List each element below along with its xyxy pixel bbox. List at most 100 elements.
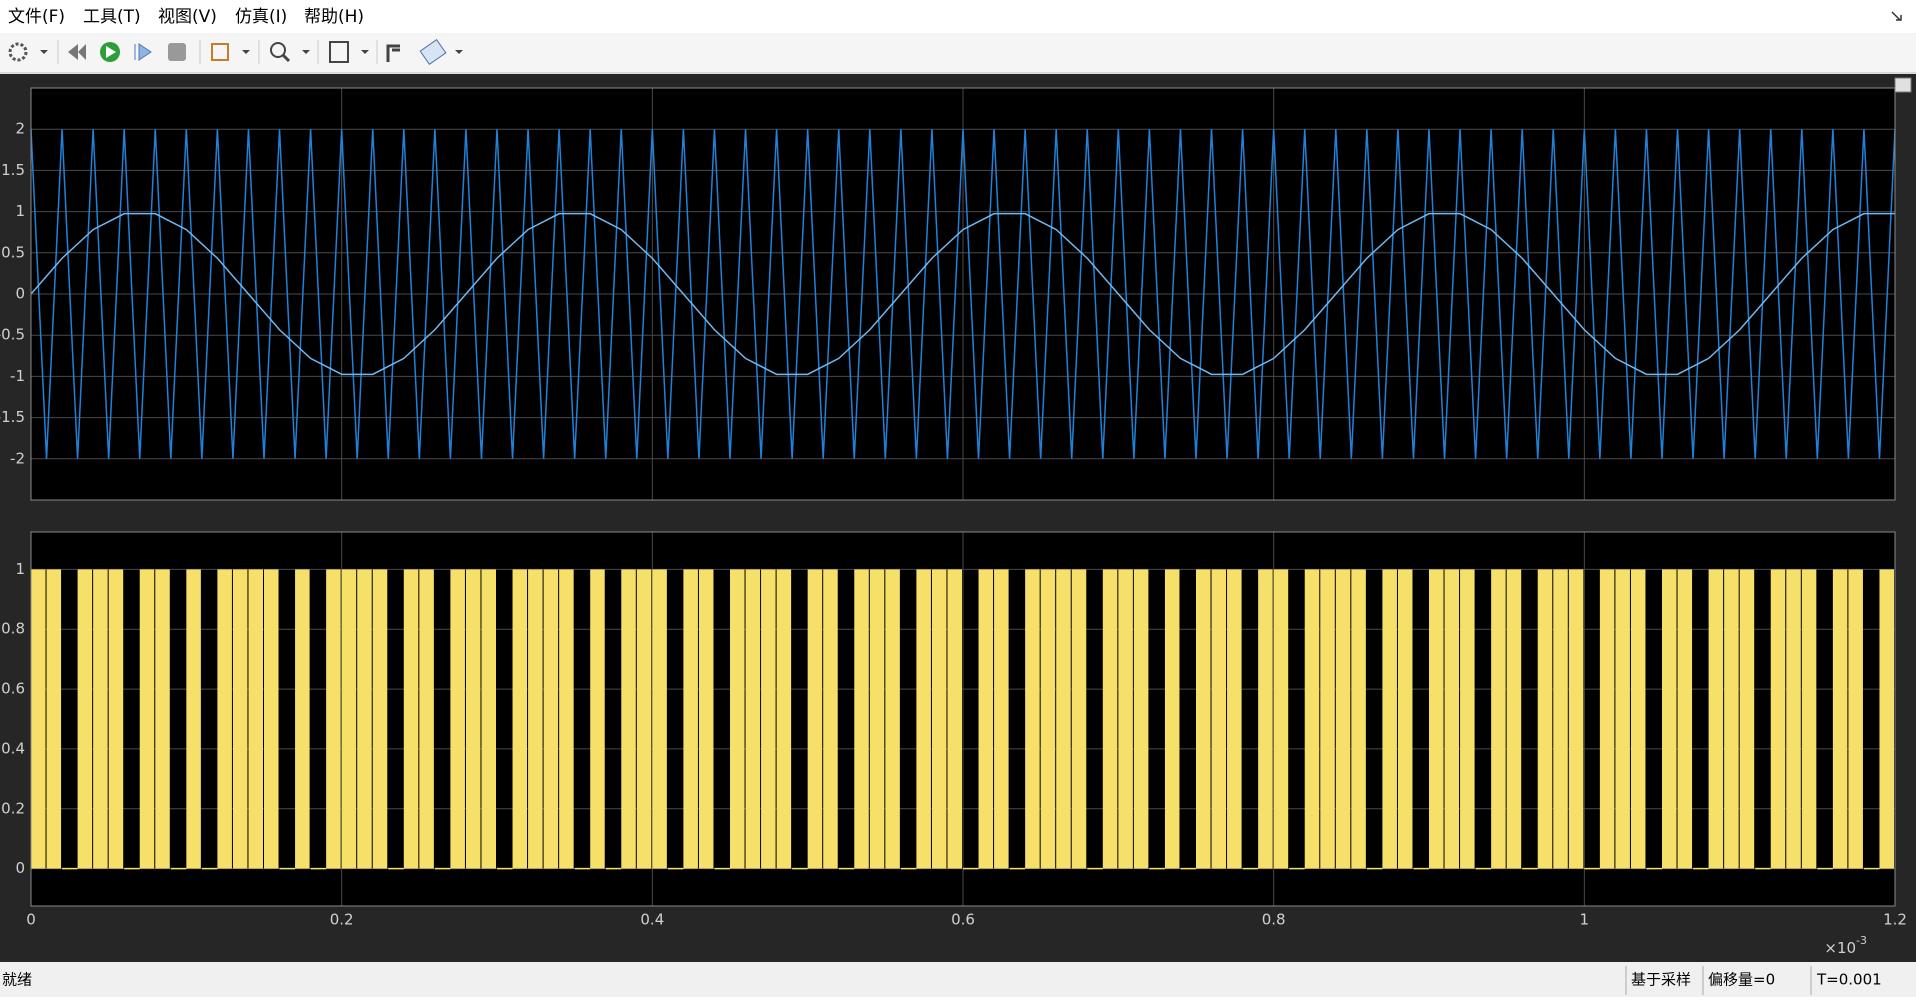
x-tick-label: 0.6 [951,911,975,929]
pulse [1133,569,1149,869]
pulse [139,569,155,869]
y-tick-label: -0.5 [0,326,25,344]
toolbar [0,33,1916,73]
pulse [1429,569,1444,869]
pulse [232,569,248,869]
pulse [217,569,232,869]
status-field: 偏移量=0 [1708,971,1775,989]
signal-line [30,212,1895,376]
x-exponent-base: ×10 [1824,939,1856,957]
pulse [1444,569,1460,869]
zoom-button[interactable] [270,42,286,58]
pulse [1382,569,1397,869]
pulse [341,569,357,869]
pulse [1397,569,1413,869]
pulse [1677,569,1693,869]
stop-button[interactable] [168,43,186,61]
run-icon [106,46,116,58]
pulse [1211,569,1227,869]
pulse [761,569,776,869]
pulse [1025,569,1040,869]
pulse [295,569,310,869]
pulse [1553,569,1568,869]
settings-button[interactable] [8,42,28,62]
dropdown[interactable] [302,50,310,54]
x-tick-label: 0.4 [640,911,664,929]
x-exponent: ×10-3 [1824,934,1867,957]
zoom-handle [281,53,291,63]
pulse [1164,569,1180,869]
pulse [450,569,465,869]
pulse [419,569,434,869]
toolbar-icons [8,39,463,65]
axes-border [30,531,1896,907]
y-tick-label: 2 [15,120,25,138]
highlight-button[interactable] [211,43,229,61]
pulse [854,569,869,869]
undock-axes-button[interactable] [1894,77,1912,93]
dropdown[interactable] [361,50,369,54]
trigger-button[interactable] [386,44,400,62]
y-tick-label: 0 [15,859,25,877]
step-back-button[interactable] [68,44,86,60]
pulse [745,569,761,869]
pulse [481,569,496,869]
y-tick-label: -1 [10,367,25,385]
pulse [931,569,947,869]
pulse [1786,569,1801,869]
pulse [264,569,279,869]
dropdown[interactable] [242,50,250,54]
pulse [1056,569,1071,869]
y-tick-label: -1.5 [0,408,25,426]
signal-line [30,129,1896,459]
menu-item[interactable]: 文件(F) [8,7,65,27]
x-tick-label: 0.2 [330,911,354,929]
status-field: 基于采样 [1631,971,1691,989]
x-tick-label: 0.8 [1262,911,1286,929]
pulse [1599,569,1615,869]
undock-icon[interactable] [1891,11,1902,21]
axes-border [30,87,1896,501]
pulse [1568,569,1584,869]
x-tick-label: 1.2 [1883,911,1907,929]
pulse [1040,569,1056,869]
pulse [776,569,792,869]
pulse [93,569,108,869]
y-tick-label: 0 [15,285,25,303]
pulse [543,569,559,869]
pulse [1335,569,1351,869]
pulse [372,569,388,869]
pulse [1615,569,1630,869]
status-bar [0,962,1916,997]
autoscale-button[interactable] [329,41,349,63]
menu-item[interactable]: 帮助(H) [304,7,364,27]
pulse [1320,569,1335,869]
status-text: 就绪 [2,971,32,989]
y-tick-label: 1 [15,560,25,578]
menu-item[interactable]: 仿真(I) [235,7,287,27]
pulse [1258,569,1273,869]
dropdown[interactable] [455,50,463,54]
pulse [885,569,900,869]
pulse [1304,569,1320,869]
menu-item[interactable]: 视图(V) [158,7,217,27]
measure-button[interactable] [419,39,447,65]
step-forward-button[interactable] [134,43,152,61]
pulse [1630,569,1646,869]
pulse [994,569,1009,869]
pulse [326,569,341,869]
pulse [698,569,714,869]
dropdown[interactable] [40,50,48,54]
pulse [528,569,543,869]
menu-item[interactable]: 工具(T) [83,7,141,27]
y-tick-label: 0.2 [1,799,25,817]
pulse [1102,569,1118,869]
pulse [1724,569,1739,869]
pulse [155,569,170,869]
pulse [1739,569,1755,869]
pulse [621,569,636,869]
pulse [869,569,885,869]
pulse [683,569,698,869]
pulse [1460,569,1475,869]
